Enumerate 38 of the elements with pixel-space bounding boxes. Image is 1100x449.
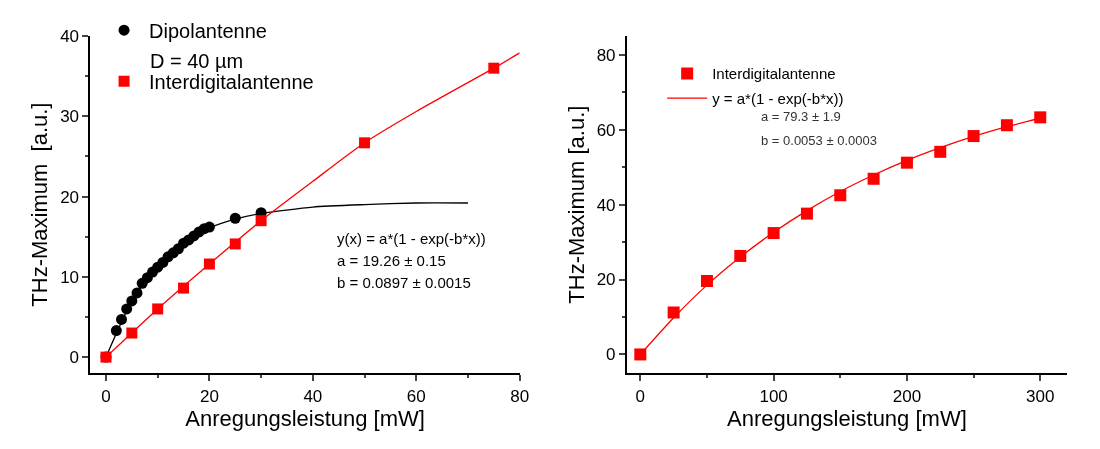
annotation: y(x) = a*(1 - exp(-b*x)) (337, 230, 486, 247)
legend-label: y = a*(1 - exp(-b*x)) (712, 89, 844, 107)
x-tick-label: 200 (892, 386, 922, 406)
annotation: a = 19.26 ± 0.15 (337, 252, 446, 269)
annotation: b = 0.0053 ± 0.0003 (761, 133, 877, 148)
point (1034, 111, 1047, 124)
x-tick-label: 300 (1026, 386, 1055, 406)
y-tick-label: 0 (606, 345, 616, 365)
y-tick-label: 0 (69, 348, 80, 368)
point (934, 145, 947, 158)
point (700, 275, 713, 288)
annotation: a = 79.3 ± 1.9 (761, 109, 841, 124)
y-tick-label: 20 (596, 270, 616, 290)
x-axis-title: Anregungsleistung [mW] (727, 405, 967, 431)
y-tick-label: 30 (60, 107, 80, 127)
legend-label: Interdigitalantenne (712, 65, 836, 83)
y-tick-label: 40 (60, 27, 80, 47)
x-axis-title: Anregungsleistung [mW] (185, 405, 425, 431)
x-tick-label: 40 (303, 386, 323, 406)
x-tick-label: 80 (510, 386, 530, 406)
y-tick-label: 20 (60, 187, 80, 207)
y-tick-label: 60 (596, 120, 616, 140)
x-tick-label: 100 (759, 386, 788, 406)
x-tick-label: 0 (101, 386, 111, 406)
y-axis-title: THz-Maximum [a.u.] (27, 102, 53, 307)
point (867, 172, 880, 185)
y-tick-label: 80 (596, 45, 616, 65)
y-tick-label: 10 (60, 267, 80, 287)
legend-label: Dipolantenne (149, 19, 267, 42)
y-tick-label: 40 (596, 195, 616, 215)
annotation: D = 40 µm (150, 50, 244, 72)
point (634, 348, 647, 361)
x-tick-label: 20 (199, 386, 219, 406)
y-axis-title: THz-Maximum [a.u.] (563, 105, 589, 304)
annotation: b = 0.0897 ± 0.0015 (337, 274, 471, 291)
x-tick-label: 0 (635, 386, 646, 406)
point (667, 306, 680, 319)
x-tick-label: 60 (406, 386, 426, 406)
